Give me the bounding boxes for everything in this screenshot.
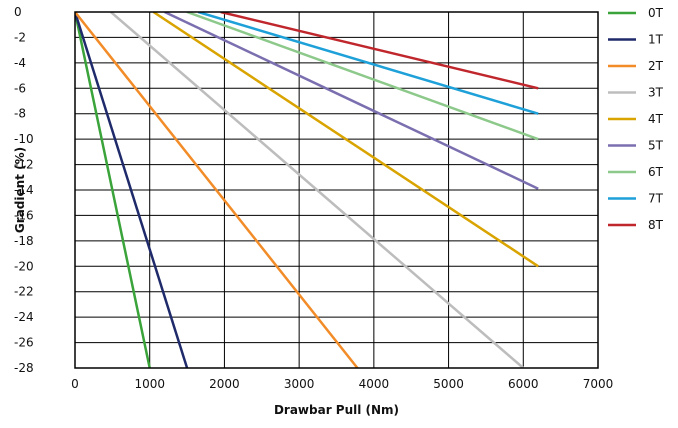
y-tick-label: -20 bbox=[14, 259, 34, 273]
series-line-2T bbox=[75, 12, 359, 368]
legend-label-5T: 5T bbox=[648, 139, 664, 153]
y-tick-label: -18 bbox=[14, 234, 34, 248]
y-tick-label: -4 bbox=[14, 56, 26, 70]
x-tick-label: 6000 bbox=[508, 377, 539, 391]
x-tick-label: 7000 bbox=[583, 377, 614, 391]
series-line-6T bbox=[186, 12, 539, 141]
y-axis-title: Gradient (%) bbox=[13, 147, 27, 233]
y-tick-label: -24 bbox=[14, 310, 34, 324]
tick-labels: 0 1000 2000 3000 4000 5000 6000 7000 0 -2 -4 -6 -8 -1… bbox=[14, 5, 613, 391]
y-tick-label: -16 bbox=[14, 208, 34, 222]
series-line-1T bbox=[75, 12, 189, 368]
series-line-7T bbox=[197, 12, 539, 115]
legend-label-4T: 4T bbox=[648, 112, 664, 126]
y-tick-label: -26 bbox=[14, 336, 34, 350]
y-tick-label: -6 bbox=[14, 81, 26, 95]
legend: 0T 1T 2T 3T 4T 5T 6T 7T 8T bbox=[608, 6, 664, 232]
series-line-4T bbox=[152, 12, 539, 268]
y-tick-label: -28 bbox=[14, 361, 34, 375]
y-tick-label: -10 bbox=[14, 132, 34, 146]
legend-label-8T: 8T bbox=[648, 218, 664, 232]
y-tick-label: -2 bbox=[14, 30, 26, 44]
x-tick-label: 3000 bbox=[284, 377, 315, 391]
x-axis-title: Drawbar Pull (Nm) bbox=[274, 403, 399, 417]
x-tick-label: 4000 bbox=[359, 377, 390, 391]
series-lines bbox=[75, 12, 539, 368]
series-line-3T bbox=[110, 12, 525, 368]
x-tick-label: 0 bbox=[71, 377, 79, 391]
x-tick-label: 5000 bbox=[433, 377, 464, 391]
y-tick-label: -14 bbox=[14, 183, 34, 197]
y-tick-label: 0 bbox=[14, 5, 22, 19]
plot-frame bbox=[74, 11, 599, 369]
legend-label-1T: 1T bbox=[648, 33, 664, 47]
series-line-5T bbox=[164, 12, 539, 190]
legend-label-3T: 3T bbox=[648, 86, 664, 100]
legend-label-0T: 0T bbox=[648, 6, 664, 20]
legend-label-2T: 2T bbox=[648, 59, 664, 73]
series-line-0T bbox=[75, 12, 151, 368]
legend-label-7T: 7T bbox=[648, 192, 664, 206]
y-tick-label: -12 bbox=[14, 158, 34, 172]
legend-label-6T: 6T bbox=[648, 165, 664, 179]
x-tick-label: 2000 bbox=[209, 377, 240, 391]
y-tick-label: -8 bbox=[14, 107, 26, 121]
x-tick-label: 1000 bbox=[134, 377, 165, 391]
series-line-8T bbox=[220, 12, 539, 90]
y-tick-label: -22 bbox=[14, 285, 34, 299]
